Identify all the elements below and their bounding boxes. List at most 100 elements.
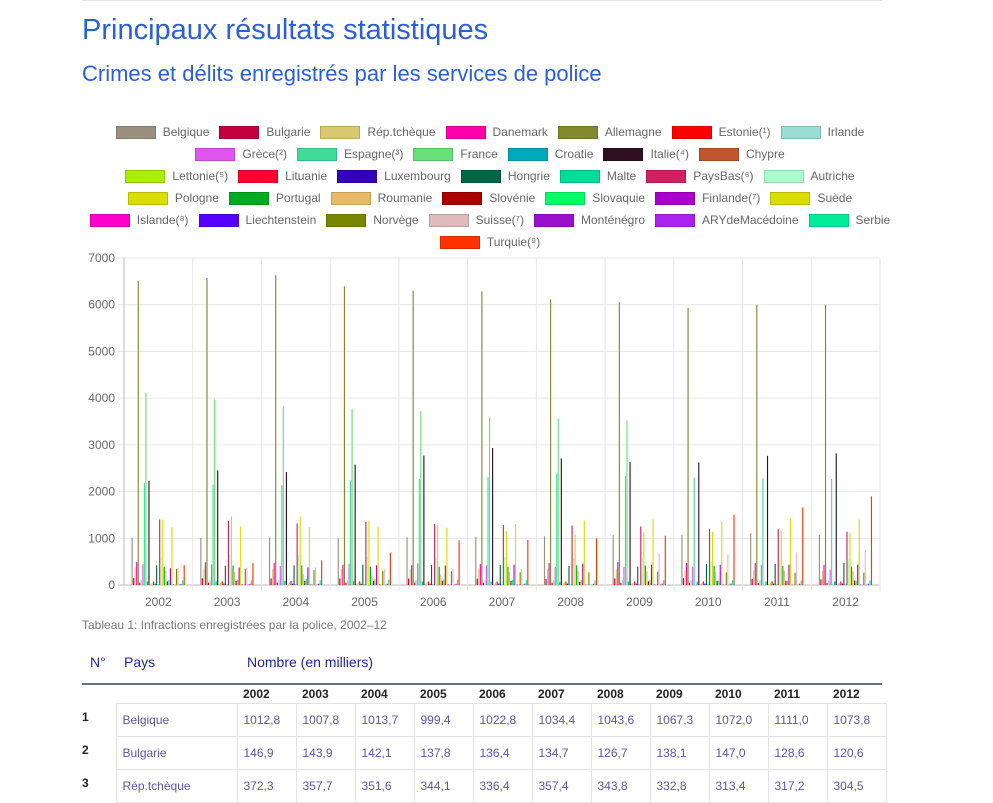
bar: [633, 583, 634, 585]
bar: [628, 582, 629, 585]
bar: [271, 578, 272, 585]
legend-item[interactable]: Belgique: [116, 125, 210, 139]
legend-item[interactable]: Allemagne: [558, 125, 662, 139]
bar: [387, 584, 388, 585]
legend-label: Liechtenstein: [246, 213, 317, 227]
legend-item[interactable]: Islande(⁸): [90, 213, 189, 227]
bar: [836, 453, 837, 585]
legend-item[interactable]: Hongrie: [461, 169, 550, 183]
bar: [652, 519, 653, 585]
bar: [567, 584, 568, 585]
legend-item[interactable]: Liechtenstein: [199, 213, 317, 227]
legend-label: Bulgarie: [266, 125, 310, 139]
legend-item[interactable]: Lettonie(⁵): [125, 169, 228, 183]
bar: [830, 570, 831, 585]
bar: [281, 485, 282, 585]
bar: [714, 566, 715, 585]
bar: [355, 465, 356, 585]
legend-item[interactable]: Slovaquie: [545, 191, 645, 205]
bar: [694, 478, 695, 585]
legend-item[interactable]: Danemark: [446, 125, 548, 139]
bar: [613, 535, 614, 585]
bar: [733, 515, 734, 585]
bar: [842, 584, 843, 585]
bar: [784, 571, 785, 585]
legend-swatch: [672, 126, 712, 139]
legend-item[interactable]: France: [413, 147, 497, 161]
value-cell: 313,4: [709, 770, 768, 803]
bar: [500, 565, 501, 585]
legend-item[interactable]: Rép.tchèque: [320, 125, 435, 139]
bar: [365, 522, 366, 585]
legend-item[interactable]: PaysBas(⁶): [646, 169, 753, 183]
legend-item[interactable]: Serbie: [809, 213, 891, 227]
bar: [507, 567, 508, 585]
bar: [790, 519, 791, 585]
legend-item[interactable]: Espagne(³): [297, 147, 403, 161]
legend-row: Pologne Portugal Roumanie Slovénie Slovaquie…: [100, 187, 880, 209]
bar: [216, 581, 217, 585]
value-cell: 128,6: [768, 737, 827, 770]
value-cell: 1043,6: [591, 704, 650, 737]
legend-item[interactable]: Suède: [770, 191, 852, 205]
x-tick-label: 2012: [832, 595, 859, 609]
value-cell: 138,1: [650, 737, 709, 770]
legend-item[interactable]: Roumanie: [331, 191, 433, 205]
bar: [646, 571, 647, 585]
legend-item[interactable]: Grèce(²): [195, 147, 287, 161]
bar: [376, 565, 377, 585]
bar: [239, 567, 240, 585]
bar: [345, 583, 346, 585]
legend-item[interactable]: Suisse(⁷): [429, 213, 524, 227]
bar: [364, 584, 365, 585]
legend-item[interactable]: Slovénie: [442, 191, 535, 205]
bar: [629, 462, 630, 585]
legend-item[interactable]: Italie(⁴): [603, 147, 689, 161]
bar: [440, 574, 441, 585]
bar: [426, 582, 427, 585]
bar: [295, 584, 296, 585]
bar: [289, 582, 290, 585]
bar: [368, 521, 369, 585]
blank-header: [82, 685, 116, 704]
bar: [139, 583, 140, 585]
legend-item[interactable]: Portugal: [229, 191, 321, 205]
legend-item[interactable]: Autriche: [764, 169, 855, 183]
bar: [616, 569, 617, 585]
legend-item[interactable]: Bulgarie: [219, 125, 310, 139]
value-cell: 1067,3: [650, 704, 709, 737]
legend-swatch: [116, 126, 156, 139]
bar: [640, 526, 641, 585]
legend-item[interactable]: Pologne: [128, 191, 219, 205]
legend-item[interactable]: Lituanie: [238, 169, 327, 183]
bar: [843, 563, 844, 585]
legend-item[interactable]: Norvège: [326, 213, 418, 227]
bar: [487, 477, 488, 585]
legend-item[interactable]: Malte: [560, 169, 636, 183]
legend-item[interactable]: Luxembourg: [337, 169, 451, 183]
legend-item[interactable]: Finlande(⁷): [655, 191, 760, 205]
legend-item[interactable]: Monténégro: [534, 213, 645, 227]
legend-item[interactable]: Estonie(¹): [672, 125, 771, 139]
legend-item[interactable]: ARYdeMacédoine: [655, 213, 799, 227]
bar: [433, 584, 434, 585]
bar: [310, 584, 311, 585]
bar: [865, 550, 866, 585]
bar: [845, 584, 846, 585]
bar: [791, 584, 792, 585]
bar: [240, 526, 241, 585]
bar: [375, 579, 376, 585]
year-header: 2007: [532, 685, 591, 704]
bar: [156, 565, 157, 585]
bar: [782, 566, 783, 585]
value-cell: 146,9: [237, 737, 296, 770]
legend-item[interactable]: Croatie: [508, 147, 594, 161]
bar: [486, 565, 487, 585]
bar: [176, 569, 177, 585]
legend-item[interactable]: Irlande: [781, 125, 865, 139]
legend-label: Finlande(⁷): [702, 191, 760, 205]
legend-item[interactable]: Chypre: [699, 147, 785, 161]
year-header: 2010: [709, 685, 768, 704]
bar: [625, 476, 626, 585]
